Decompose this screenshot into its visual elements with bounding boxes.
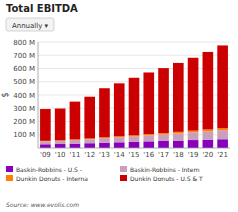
bar-segment (70, 144, 81, 148)
bar-segment (173, 63, 184, 132)
title: Total EBITDA (6, 3, 78, 14)
bar-segment (114, 83, 125, 136)
bar-segment (84, 139, 95, 143)
x-tick-label: '19 (188, 151, 199, 159)
bar-segment (99, 138, 110, 143)
bar-segment (55, 144, 66, 148)
filter-box: Annually ▾ (6, 18, 54, 31)
bar-segment (173, 133, 184, 140)
bar-segment (55, 109, 66, 141)
filter-box-frame (6, 18, 54, 31)
x-tick-label: '21 (217, 151, 228, 159)
bar-segment (114, 137, 125, 142)
bar-segment (158, 134, 169, 140)
x-tick-label: '12 (84, 151, 95, 159)
bar-segment (203, 52, 214, 130)
bar-segment (143, 135, 154, 141)
bar-segment (129, 142, 140, 148)
bar-segment (217, 130, 228, 139)
bar-segment (40, 141, 51, 144)
x-tick-label: '09 (40, 151, 51, 159)
y-axis-label: $ (1, 92, 10, 97)
bar-segment (158, 68, 169, 133)
legend-item: Dunkin Donuts - Interna (6, 175, 88, 182)
grid-line (38, 68, 230, 69)
bar-segment (55, 141, 66, 144)
bar-segment (99, 143, 110, 148)
bar-segment (158, 133, 169, 134)
bar-segment (40, 144, 51, 148)
x-tick-labels: '09 '10 '11'12 '13 '14 '15'16 '17 '18 '19'20 '21 (40, 151, 228, 159)
bar-segment (188, 131, 199, 133)
source-note: Source: www.evolis.com (6, 201, 79, 208)
bar-segment (188, 140, 199, 148)
bar-segment (84, 143, 95, 148)
y-tick-label: 700 M (13, 52, 35, 60)
bar-segment (99, 88, 110, 137)
bar-segment (217, 128, 228, 130)
legend-swatch (120, 175, 127, 181)
legend-item: Baskin-Robbins - U.S - (6, 166, 82, 173)
bar-segment (129, 135, 140, 136)
x-axis-line (38, 148, 230, 149)
chart: Total EBITDA Annually ▾ Source: www.evolis… (0, 0, 238, 212)
bar-segment (84, 97, 95, 139)
bar-segment (217, 45, 228, 128)
grid-line (38, 42, 230, 43)
y-tick-label: 300 M (13, 105, 35, 113)
filter-label: Annually ▾ (12, 22, 49, 30)
bar-segment (114, 142, 125, 148)
y-tick-label: 600 M (13, 65, 35, 73)
x-tick-label: '11 (70, 151, 81, 159)
x-tick-label: '14 (114, 151, 125, 159)
grid-line (38, 55, 230, 56)
legend-item: Baskin-Robbins - Intern (120, 166, 200, 173)
legend-label: Dunkin Donuts - U.S & T (130, 175, 203, 182)
legend-label: Dunkin Donuts - Interna (16, 175, 88, 182)
y-tick-label: 400 M (13, 92, 35, 100)
legend-swatch (6, 166, 13, 172)
bar-segment (203, 131, 214, 139)
bar-segment (129, 137, 140, 142)
bar-segment (114, 136, 125, 137)
legend-label: Baskin-Robbins - Intern (130, 166, 200, 173)
y-tick-label: 800 M (13, 39, 35, 47)
bar-segment (203, 140, 214, 148)
bar-segment (203, 129, 214, 131)
y-axis-line (38, 42, 39, 148)
bar-segment (188, 58, 199, 131)
y-tick-labels: 100 M 200 M 300 M 400 M 500 M 600 M 700 M 800 M (13, 39, 35, 140)
legend-swatch (120, 166, 127, 172)
series (40, 45, 228, 140)
y-tick-label: 200 M (13, 118, 35, 126)
grid (38, 42, 230, 135)
bar-segment (158, 141, 169, 148)
x-tick-label: '18 (173, 151, 184, 159)
legend-item: Dunkin Donuts - U.S & T (120, 175, 203, 182)
bar-segment (217, 139, 228, 148)
bar-segment (143, 141, 154, 148)
x-tick-label: '10 (55, 151, 66, 159)
y-tick-label: 500 M (13, 78, 35, 86)
y-tick-label: 100 M (13, 131, 35, 139)
legend-swatch (6, 175, 13, 181)
bar-segment (143, 72, 154, 134)
bar-segment (129, 78, 140, 136)
bar-segment (40, 109, 51, 141)
x-tick-label: '20 (202, 151, 213, 159)
bar-segment (173, 141, 184, 148)
x-tick-label: '13 (99, 151, 110, 159)
bar-segment (143, 134, 154, 135)
bars (40, 45, 228, 148)
bar-segment (173, 132, 184, 134)
legend: Baskin-Robbins - U.S - Baskin-Robbins - I… (6, 166, 203, 182)
bar-segment (70, 140, 81, 144)
x-tick-label: '16 (143, 151, 154, 159)
legend-label: Baskin-Robbins - U.S - (16, 166, 82, 173)
bar-segment (70, 102, 81, 140)
bar-segment (188, 132, 199, 140)
x-tick-label: '15 (129, 151, 140, 159)
x-tick-label: '17 (158, 151, 169, 159)
